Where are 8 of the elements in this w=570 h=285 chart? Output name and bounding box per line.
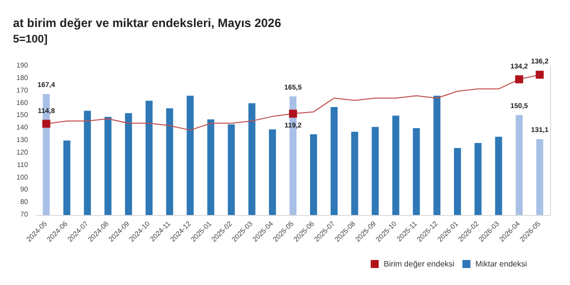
legend-label: Miktar endeksi xyxy=(475,260,528,268)
chart-title: at birim değer ve miktar endeksleri, Mayıs 2026 xyxy=(13,16,282,30)
point xyxy=(42,120,50,128)
point xyxy=(515,75,524,84)
legend-label: Birim değer endeksi xyxy=(384,260,455,268)
point xyxy=(289,110,297,118)
point xyxy=(536,70,544,79)
chart-subtitle: 5=100] xyxy=(13,34,48,46)
